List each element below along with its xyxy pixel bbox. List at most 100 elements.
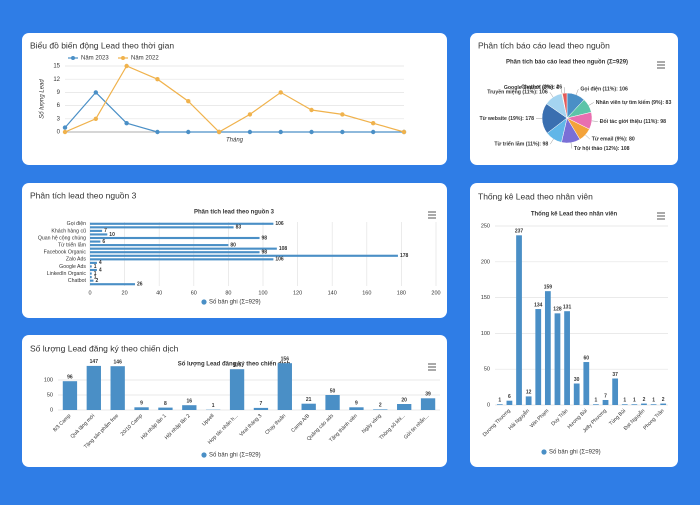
bar [111, 366, 125, 410]
bar [63, 381, 77, 410]
point [309, 108, 313, 112]
bar [516, 235, 522, 405]
bar [603, 400, 609, 405]
point [94, 117, 98, 121]
bar [158, 408, 172, 410]
value-label: 1 [498, 398, 501, 404]
y-tick-label: 12 [53, 77, 60, 83]
value-label: 1 [652, 398, 655, 404]
value-label: 39 [425, 392, 431, 398]
x-tick-label: 200 [431, 290, 440, 296]
bar [651, 404, 657, 405]
value-label: 1 [94, 264, 97, 270]
value-label: 20 [401, 397, 407, 403]
value-label: 1 [633, 398, 636, 404]
x-tick-label: 40 [156, 290, 162, 296]
y-tick-label: Từ triển lãm [58, 241, 86, 248]
bar [90, 251, 260, 253]
bar [90, 244, 228, 246]
x-tick-label: 180 [397, 290, 406, 296]
value-label: 8 [164, 401, 167, 407]
bar [230, 369, 244, 410]
bar [254, 408, 268, 410]
point [124, 121, 128, 125]
value-label: 1 [623, 398, 626, 404]
point [63, 130, 67, 134]
value-label: 98 [262, 235, 268, 241]
bar [593, 404, 599, 405]
value-label: 1 [212, 403, 215, 409]
value-label: 83 [236, 225, 242, 231]
point [186, 130, 190, 134]
y-tick-label: 0 [50, 407, 53, 413]
x-tick-label: 80 [225, 290, 231, 296]
bar [90, 248, 277, 250]
value-label: 9 [355, 401, 358, 407]
value-label: 7 [260, 401, 263, 407]
bar [90, 230, 102, 232]
value-label: 6 [508, 394, 511, 400]
slice-label: Từ website (19%): 178 [480, 116, 535, 122]
bar [612, 379, 618, 405]
card-title: Phân tích lead theo nguồn 3 [30, 190, 137, 200]
bar [583, 362, 589, 405]
value-label: 106 [275, 257, 284, 263]
y-tick-label: 250 [481, 223, 490, 229]
bar [373, 409, 387, 410]
value-label: 12 [526, 390, 532, 396]
bar [421, 398, 435, 410]
value-label: 6 [102, 239, 105, 245]
y-tick-label: Chatbot [68, 278, 87, 284]
point [155, 130, 159, 134]
bar [87, 366, 101, 410]
bar [182, 405, 196, 410]
value-label: 9 [140, 401, 143, 407]
bar [90, 265, 92, 267]
value-label: 136 [233, 363, 242, 369]
value-label: 2 [379, 403, 382, 409]
bar [90, 276, 92, 278]
y-tick-label: Facebook Organic [44, 250, 87, 256]
point [94, 90, 98, 94]
legend-label: Năm 2022 [131, 56, 159, 62]
value-label: 98 [262, 250, 268, 256]
chart-title: Phân tích báo cáo lead theo nguồn (Σ=929… [506, 60, 628, 66]
bar [134, 407, 148, 410]
point [155, 77, 159, 81]
value-label: 7 [604, 393, 607, 399]
value-label: 147 [90, 359, 99, 365]
slice-label: Đối tác giới thiệu (11%): 98 [600, 118, 666, 125]
point [248, 130, 252, 134]
bar [90, 223, 273, 225]
card-title: Số lượng Lead đăng ký theo chiến dịch [30, 343, 179, 353]
slice-label: Từ triển lãm (11%): 98 [494, 140, 548, 147]
value-label: 108 [279, 246, 288, 252]
value-label: 96 [67, 375, 73, 381]
bar [90, 255, 398, 257]
x-tick-label: 160 [362, 290, 371, 296]
bar [574, 384, 580, 405]
y-tick-label: 200 [481, 259, 490, 265]
value-label: 237 [515, 229, 524, 235]
bar [90, 240, 100, 242]
value-label: 131 [563, 305, 572, 311]
slice-label: Gọi điện (11%): 106 [580, 87, 628, 93]
y-tick-label: Gọi điện [67, 221, 86, 227]
bar [660, 404, 666, 405]
legend-label: Năm 2023 [81, 56, 109, 62]
legend-label: Số bản ghi (Σ=929) [209, 300, 261, 306]
point [186, 99, 190, 103]
value-label: 106 [275, 221, 284, 227]
value-label: 134 [534, 302, 543, 308]
value-label: 16 [187, 399, 193, 405]
legend-swatch [71, 56, 75, 60]
legend-swatch [201, 452, 206, 457]
y-tick-label: 100 [44, 377, 53, 383]
value-label: 156 [281, 357, 290, 363]
value-label: 178 [400, 253, 409, 259]
point [371, 130, 375, 134]
point [402, 130, 406, 134]
point [279, 130, 283, 134]
bar [641, 404, 647, 405]
value-label: 30 [574, 377, 580, 383]
